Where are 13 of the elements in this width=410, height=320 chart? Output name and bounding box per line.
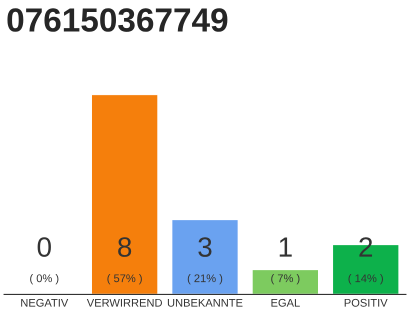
x-tick-label: VERWIRREND (86, 298, 162, 307)
x-tick-label: EGAL (271, 298, 300, 307)
bar (170, 218, 240, 294)
bar (90, 94, 159, 294)
x-tick-label: NEGATIV (21, 298, 68, 307)
data-label: 0 ( 0% ) (30, 237, 58, 284)
data-label: 8 ( 57% ) (107, 237, 142, 284)
data-label: 3 ( 21% ) (188, 237, 222, 284)
chart-title: 076150367749 (7, 8, 228, 32)
bar (251, 268, 320, 294)
x-tick-label: UNBEKANNTE (168, 298, 242, 307)
x-tick-label: POSITIV (344, 298, 388, 307)
data-label: 1 ( 7% ) (271, 238, 300, 284)
